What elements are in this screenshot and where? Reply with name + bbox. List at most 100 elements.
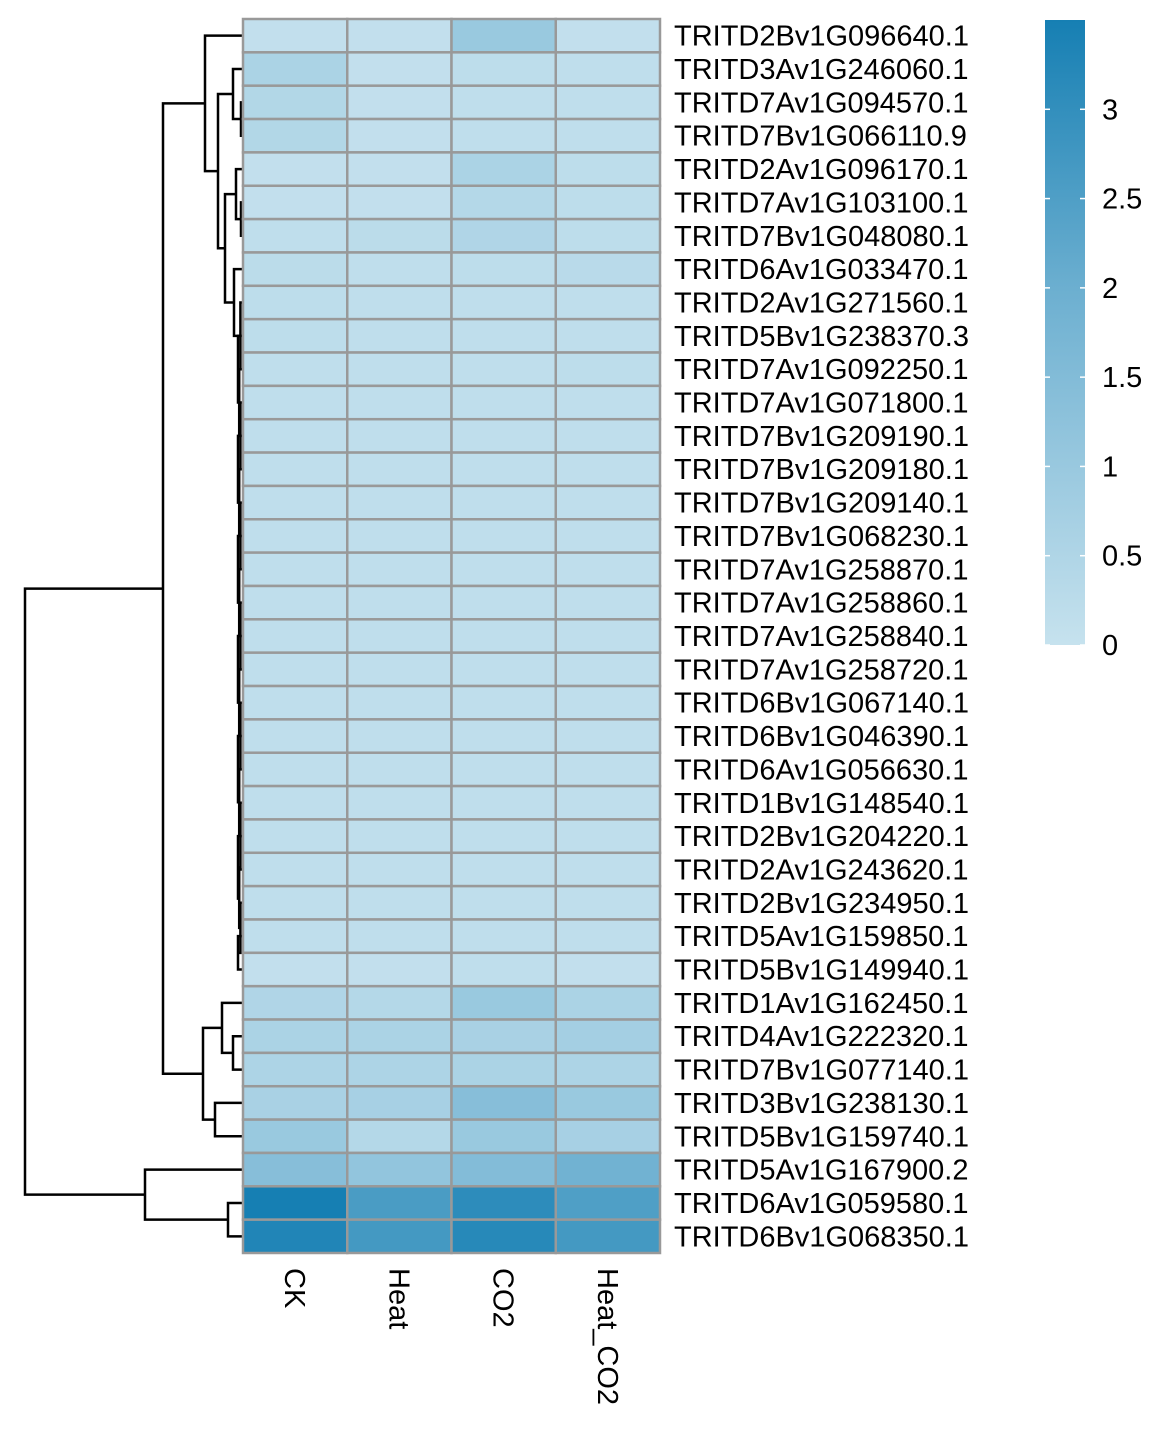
heatmap-cell (241, 217, 349, 254)
column-label: Heat (382, 1268, 414, 1329)
heatmap-cell (450, 951, 557, 988)
heatmap-cell (241, 1118, 349, 1155)
heatmap-cell (450, 184, 557, 221)
row-label: TRITD2Bv1G234950.1 (674, 888, 969, 920)
heatmap-cell (554, 984, 662, 1021)
heatmap-cell (554, 1151, 662, 1188)
row-label: TRITD7Bv1G209180.1 (674, 454, 969, 486)
heatmap-cell (554, 317, 662, 354)
row-label: TRITD7Av1G258720.1 (674, 654, 968, 686)
heatmap-cell (346, 1118, 453, 1155)
heatmap-cell (241, 1151, 349, 1188)
row-label: TRITD7Bv1G066110.9 (674, 121, 967, 153)
heatmap-cell (554, 884, 662, 921)
heatmap-cell (241, 651, 349, 688)
row-label: TRITD5Av1G167900.2 (674, 1155, 968, 1187)
heatmap-cell (450, 117, 557, 154)
heatmap-cell (554, 1218, 662, 1255)
row-label: TRITD2Av1G271560.1 (674, 287, 968, 319)
heatmap-cell (241, 618, 349, 654)
heatmap-cell (241, 1218, 349, 1255)
heatmap-cell (450, 84, 557, 121)
row-label: TRITD1Av1G162450.1 (674, 988, 968, 1020)
heatmap-cell (241, 1084, 349, 1121)
legend-tick-label: 3 (1102, 94, 1118, 126)
dendrogram-branch (231, 1034, 243, 1071)
heatmap-cell (450, 451, 557, 488)
heatmap-cell (450, 1185, 557, 1221)
heatmap-cell (450, 818, 557, 855)
heatmap-cell (450, 17, 557, 54)
heatmap-cell (346, 1218, 453, 1255)
heatmap-cell (241, 918, 349, 955)
heatmap-cell (346, 684, 453, 721)
heatmap-cell (346, 884, 453, 921)
heatmap-cell (554, 1051, 662, 1088)
heatmap-cell (241, 551, 349, 588)
heatmap-cell (346, 51, 453, 87)
row-label: TRITD7Bv1G068230.1 (674, 521, 969, 553)
row-label: TRITD4Av1G222320.1 (674, 1021, 968, 1053)
row-labels: TRITD2Bv1G096640.1TRITD3Av1G246060.1TRIT… (674, 21, 969, 1254)
heatmap-cell (554, 651, 662, 688)
heatmap-cell (554, 117, 662, 154)
dendrogram-branch (161, 102, 205, 1075)
heatmap-cell (554, 451, 662, 488)
legend-tick-label: 1 (1102, 451, 1118, 483)
heatmap-cell (241, 51, 349, 87)
heatmap-cell (554, 84, 662, 121)
heatmap-cell (450, 1051, 557, 1088)
heatmap-cell (554, 751, 662, 788)
heatmap-cell (554, 251, 662, 288)
heatmap-cell (241, 884, 349, 921)
heatmap-cell (554, 584, 662, 621)
heatmap-cell (241, 1051, 349, 1088)
heatmap-cell (450, 1151, 557, 1188)
heatmap-cell (450, 851, 557, 888)
row-label: TRITD7Bv1G209140.1 (674, 488, 969, 520)
heatmap-cell (346, 417, 453, 454)
heatmap-cell (554, 384, 662, 421)
heatmap-cell (241, 184, 349, 221)
heatmap-cell (241, 417, 349, 454)
heatmap-cell (450, 584, 557, 621)
heatmap-cell (346, 351, 453, 388)
heatmap-cell (346, 117, 453, 154)
heatmap-cell (554, 918, 662, 955)
heatmap-cell (241, 784, 349, 821)
heatmap-cells (241, 17, 662, 1255)
row-label: TRITD3Bv1G238130.1 (674, 1088, 969, 1120)
heatmap-cell (554, 1118, 662, 1155)
heatmap-cell (450, 51, 557, 87)
heatmap-cell (450, 518, 557, 554)
row-label: TRITD7Av1G071800.1 (674, 388, 968, 420)
heatmap-cell (450, 384, 557, 421)
row-label: TRITD5Av1G159850.1 (674, 921, 968, 953)
row-label: TRITD2Av1G096170.1 (674, 154, 968, 186)
column-label: CK (278, 1268, 310, 1309)
heatmap-cell (450, 618, 557, 654)
heatmap-cell (554, 851, 662, 888)
heatmap-cell (450, 718, 557, 754)
row-label: TRITD2Bv1G096640.1 (674, 21, 969, 53)
heatmap-cell (241, 518, 349, 554)
row-label: TRITD6Bv1G067140.1 (674, 688, 969, 720)
column-labels: CK Heat CO2 Heat_CO2 (278, 1268, 623, 1405)
heatmap-cell (450, 151, 557, 188)
heatmap-cell (450, 684, 557, 721)
heatmap-cell (554, 1018, 662, 1055)
column-label: Heat_CO2 (591, 1268, 623, 1405)
heatmap-cell (450, 984, 557, 1021)
heatmap-cell (346, 284, 453, 321)
row-label: TRITD6Av1G059580.1 (674, 1188, 968, 1220)
heatmap-cell (346, 1018, 453, 1055)
row-label: TRITD7Av1G094570.1 (674, 87, 968, 119)
heatmap-cell (450, 1218, 557, 1255)
heatmap-cell (450, 417, 557, 454)
row-label: TRITD6Bv1G046390.1 (674, 721, 969, 753)
heatmap-cell (554, 618, 662, 654)
heatmap-cell (346, 1051, 453, 1088)
heatmap-cell (450, 884, 557, 921)
heatmap-cell (346, 384, 453, 421)
